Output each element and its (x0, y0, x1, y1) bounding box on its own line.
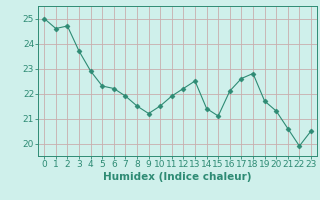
X-axis label: Humidex (Indice chaleur): Humidex (Indice chaleur) (103, 172, 252, 182)
